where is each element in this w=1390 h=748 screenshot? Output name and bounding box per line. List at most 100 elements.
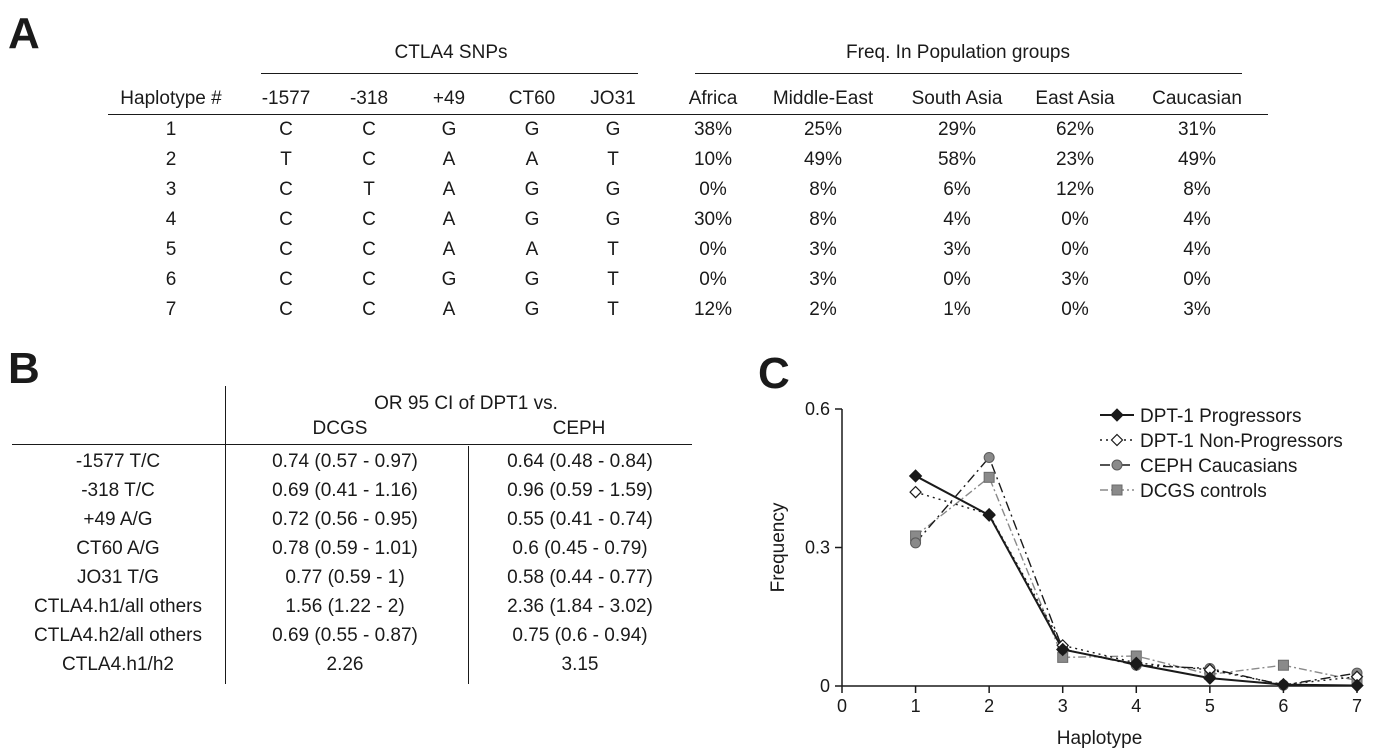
or-label-divider	[225, 386, 226, 684]
table-cell: A	[442, 239, 456, 260]
legend-marker	[1111, 484, 1123, 496]
table-cell: C	[279, 239, 293, 260]
legend-marker	[1110, 433, 1124, 447]
y-axis-label: Frequency	[768, 502, 789, 592]
or-header-rule	[12, 444, 692, 445]
column-header: East Asia	[1035, 88, 1115, 109]
freq-header-rule	[695, 73, 1242, 74]
or-cell: 2.26	[326, 654, 364, 675]
data-point	[1056, 642, 1070, 657]
table-cell: G	[524, 209, 540, 230]
table-cell: T	[607, 239, 619, 260]
x-tick-label: 0	[837, 696, 847, 716]
table-cell: C	[279, 179, 293, 200]
column-header: Middle-East	[772, 88, 874, 109]
or-table-title: OR 95 CI of DPT1 vs.	[374, 393, 558, 414]
table-cell: 23%	[1055, 149, 1095, 170]
table-cell: G	[524, 269, 540, 290]
or-cell: 0.55 (0.41 - 0.74)	[507, 509, 653, 530]
table-cell: 0%	[1061, 239, 1089, 260]
data-point	[983, 451, 995, 463]
or-row-label: CTLA4.h2/all others	[34, 625, 202, 646]
table-cell: 10%	[693, 149, 733, 170]
table-cell: 2%	[809, 299, 837, 320]
table-cell: C	[362, 299, 376, 320]
or-cell: 3.15	[561, 654, 599, 675]
panel-c-letter: C	[758, 349, 790, 398]
table-cell: 4	[165, 209, 177, 230]
table-cell: G	[605, 209, 621, 230]
table-cell: G	[605, 119, 621, 140]
table-cell: 30%	[693, 209, 733, 230]
legend-marker	[1110, 408, 1124, 422]
or-row-label: CT60 A/G	[76, 538, 160, 559]
table-cell: 3%	[1061, 269, 1089, 290]
table-cell: 0%	[699, 179, 727, 200]
or-column-dcgs: DCGS	[312, 418, 368, 439]
data-point	[1277, 659, 1289, 671]
table-cell: T	[363, 179, 375, 200]
table-cell: G	[524, 179, 540, 200]
snps-header-rule	[261, 73, 638, 74]
table-cell: 4%	[1183, 209, 1211, 230]
column-header: South Asia	[911, 88, 1003, 109]
table-cell: T	[607, 149, 619, 170]
table-cell: C	[362, 149, 376, 170]
table-cell: 6%	[943, 179, 971, 200]
table-cell: C	[279, 119, 293, 140]
or-cell: 0.78 (0.59 - 1.01)	[272, 538, 418, 559]
table-cell: 0%	[1061, 209, 1089, 230]
table-cell: A	[442, 299, 456, 320]
table-cell: T	[607, 269, 619, 290]
legend-marker	[1111, 459, 1123, 471]
table-cell: 4%	[943, 209, 971, 230]
table-cell: 3%	[1183, 299, 1211, 320]
table-cell: 49%	[1177, 149, 1217, 170]
x-tick-label: 2	[984, 696, 994, 716]
or-row-label: -1577 T/C	[75, 451, 161, 472]
data-point	[1350, 678, 1364, 693]
table-cell: G	[524, 119, 540, 140]
table-cell: A	[525, 239, 539, 260]
legend-label: DPT-1 Progressors	[1140, 406, 1302, 427]
or-cell: 2.36 (1.84 - 3.02)	[507, 596, 653, 617]
table-cell: A	[442, 209, 456, 230]
or-column-divider	[468, 446, 469, 684]
x-tick-label: 5	[1205, 696, 1215, 716]
table-cell: 3%	[809, 269, 837, 290]
table-cell: A	[442, 179, 456, 200]
table-cell: 8%	[809, 209, 837, 230]
or-cell: 0.58 (0.44 - 0.77)	[507, 567, 653, 588]
table-cell: 31%	[1177, 119, 1217, 140]
or-row-label: CTLA4.h1/all others	[34, 596, 202, 617]
table-cell: C	[362, 209, 376, 230]
table-cell: C	[362, 269, 376, 290]
table-cell: 6	[165, 269, 177, 290]
data-point	[910, 537, 922, 549]
table-cell: 62%	[1055, 119, 1095, 140]
table-cell: 1%	[943, 299, 971, 320]
panel-a-letter: A	[8, 9, 40, 58]
y-tick-label: 0	[820, 676, 830, 696]
or-cell: 0.69 (0.41 - 1.16)	[272, 480, 418, 501]
column-header: JO31	[590, 88, 636, 109]
data-point	[908, 469, 923, 483]
table-cell: C	[279, 299, 293, 320]
x-tick-label: 7	[1352, 696, 1362, 716]
table-cell: 29%	[937, 119, 977, 140]
table-cell: 3	[165, 179, 177, 200]
x-axis-label: Haplotype	[1057, 728, 1143, 748]
table-cell: 0%	[699, 269, 727, 290]
or-row-label: +49 A/G	[83, 509, 153, 530]
table-cell: 38%	[693, 119, 733, 140]
table-cell: C	[279, 269, 293, 290]
table-cell: 1	[165, 119, 177, 140]
data-point	[983, 471, 995, 483]
or-row-label: CTLA4.h1/h2	[62, 654, 174, 675]
or-cell: 0.74 (0.57 - 0.97)	[272, 451, 418, 472]
data-point	[1203, 671, 1217, 685]
table-cell: G	[605, 179, 621, 200]
legend-label: CEPH Caucasians	[1140, 456, 1297, 477]
series-line	[915, 476, 1358, 682]
